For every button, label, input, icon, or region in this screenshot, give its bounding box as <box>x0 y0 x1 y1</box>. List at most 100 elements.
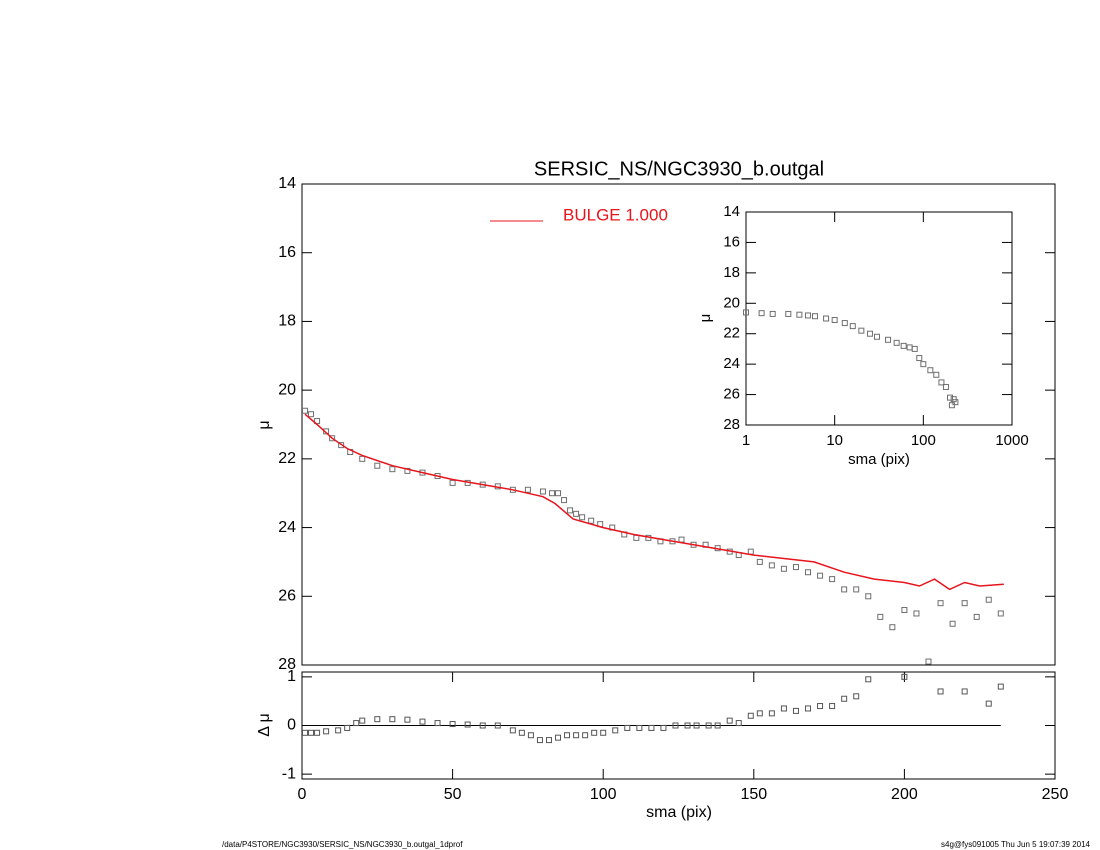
data-point <box>901 607 908 614</box>
data-point <box>389 466 396 473</box>
data-point <box>389 716 396 723</box>
data-point <box>758 310 765 317</box>
data-point <box>952 399 959 406</box>
data-point <box>359 455 366 462</box>
data-point <box>849 323 856 330</box>
data-point <box>916 355 923 362</box>
data-point <box>841 586 848 593</box>
data-point <box>796 311 803 318</box>
data-point <box>747 712 754 719</box>
data-point <box>648 724 655 731</box>
data-point <box>567 507 574 514</box>
data-point <box>950 396 957 403</box>
data-point <box>769 310 776 317</box>
data-point <box>449 721 456 728</box>
data-point <box>792 564 799 571</box>
data-point <box>853 586 860 593</box>
data-point <box>404 716 411 723</box>
data-point <box>693 722 700 729</box>
data-point <box>308 729 315 736</box>
data-point <box>548 490 555 497</box>
data-point <box>527 732 534 739</box>
data-point <box>335 727 342 734</box>
data-point <box>314 729 321 736</box>
data-point <box>858 327 865 334</box>
data-point <box>588 517 595 524</box>
y-tick-label: 22 <box>723 325 740 342</box>
data-point <box>494 722 501 729</box>
y-tick-label: 16 <box>723 233 740 250</box>
data-point <box>633 534 640 541</box>
data-point <box>933 371 940 378</box>
x-tick-label: 0 <box>298 786 307 803</box>
y-tick-label: 28 <box>723 416 740 433</box>
y-tick-label: 14 <box>723 203 740 220</box>
data-point <box>582 732 589 739</box>
data-point <box>323 728 330 735</box>
data-point <box>359 717 366 724</box>
data-point <box>866 330 873 337</box>
data-point <box>624 724 631 731</box>
data-point <box>678 536 685 543</box>
plot-frame <box>745 211 1013 426</box>
data-point <box>873 333 880 340</box>
data-point <box>545 737 552 744</box>
data-point <box>714 722 721 729</box>
data-point <box>374 716 381 723</box>
data-point <box>925 658 932 665</box>
data-point <box>997 683 1004 690</box>
data-point <box>600 729 607 736</box>
data-point <box>735 720 742 727</box>
x-tick-label: 100 <box>590 786 617 803</box>
footer-left: /data/P4STORE/NGC3930/SERSIC_NS/NGC3930_… <box>222 840 463 849</box>
data-point <box>573 732 580 739</box>
x-axis-label: sma (pix) <box>848 451 910 468</box>
data-point <box>524 486 531 493</box>
data-point <box>747 548 754 555</box>
y-tick-label: 24 <box>278 519 296 536</box>
data-point <box>901 673 908 680</box>
data-point <box>853 693 860 700</box>
y-tick-label: 22 <box>278 450 296 467</box>
data-point <box>805 705 812 712</box>
data-point <box>684 722 691 729</box>
data-point <box>792 707 799 714</box>
data-point <box>947 394 954 401</box>
y-tick-label: 0 <box>287 717 296 734</box>
data-point <box>449 479 456 486</box>
data-point <box>464 721 471 728</box>
data-point <box>973 613 980 620</box>
legend-label: BULGE 1.000 <box>563 205 668 224</box>
data-point <box>612 727 619 734</box>
data-point <box>434 720 441 727</box>
data-point <box>509 727 516 734</box>
data-point <box>591 729 598 736</box>
x-tick-label: 50 <box>444 786 462 803</box>
data-point <box>937 688 944 695</box>
y-tick-label: 20 <box>723 294 740 311</box>
data-point <box>804 312 811 319</box>
data-point <box>961 688 968 695</box>
data-point <box>518 729 525 736</box>
data-point <box>961 600 968 607</box>
data-point <box>949 620 956 627</box>
x-tick-label: 1 <box>742 432 750 449</box>
data-point <box>302 407 309 414</box>
y-axis-label: μ <box>697 314 714 323</box>
x-axis-label: sma (pix) <box>646 804 712 821</box>
data-point <box>948 402 955 409</box>
data-point <box>829 703 836 710</box>
y-tick-label: 1 <box>287 668 296 685</box>
data-point <box>338 442 345 449</box>
x-tick-label: 100 <box>911 432 936 449</box>
data-point <box>539 488 546 495</box>
data-point <box>672 722 679 729</box>
data-point <box>756 558 763 565</box>
data-point <box>831 317 838 324</box>
data-point <box>660 724 667 731</box>
data-point <box>705 722 712 729</box>
data-point <box>636 724 643 731</box>
data-point <box>877 613 884 620</box>
data-point <box>479 722 486 729</box>
